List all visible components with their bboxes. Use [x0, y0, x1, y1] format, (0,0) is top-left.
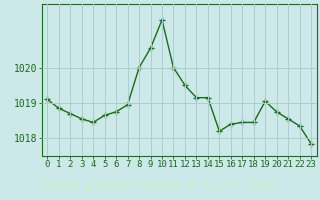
Text: Graphe pression niveau de la mer (hPa): Graphe pression niveau de la mer (hPa): [41, 181, 279, 191]
